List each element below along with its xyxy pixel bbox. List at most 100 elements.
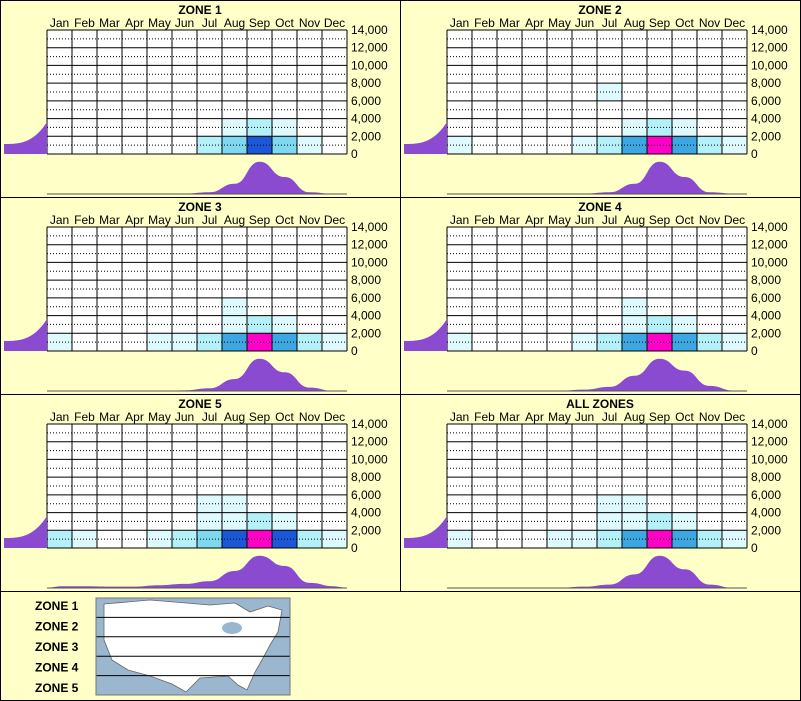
y-tick-label: 10,000 — [351, 255, 388, 269]
month-label: Jul — [602, 16, 617, 30]
month-marginal — [47, 161, 347, 194]
elevation-marginal — [404, 122, 447, 154]
panel-zone-1: ZONE 1 Jan Feb Mar Apr May Jun Jul Aug Sep Oct Nov D… — [0, 0, 401, 198]
y-tick-label: 0 — [351, 147, 358, 161]
us-map-icon — [95, 597, 291, 696]
y-tick-label: 12,000 — [351, 435, 388, 449]
heat-cell — [222, 333, 247, 351]
panel-title: ZONE 5 — [178, 397, 222, 411]
month-label: Apr — [525, 410, 544, 424]
month-label: Aug — [224, 410, 245, 424]
heat-cell — [147, 333, 172, 351]
month-label: Dec — [724, 213, 745, 227]
month-label: May — [148, 16, 171, 30]
heat-cell — [572, 530, 597, 548]
month-label: Jun — [175, 16, 194, 30]
month-label: May — [548, 410, 571, 424]
heat-cell — [622, 530, 647, 548]
panel-title: ZONE 1 — [178, 3, 222, 17]
month-label: May — [548, 16, 571, 30]
y-tick-label: 2,000 — [351, 129, 381, 143]
month-label: Sep — [249, 16, 271, 30]
heat-cell — [172, 530, 197, 548]
month-label: Jul — [602, 410, 617, 424]
heat-cell — [297, 136, 322, 154]
heat-cell — [222, 530, 247, 548]
month-label: May — [548, 213, 571, 227]
month-label: Aug — [224, 16, 245, 30]
panel-zone-4: ZONE 4 Jan Feb Mar Apr May Jun Jul Aug Sep Oct Nov D… — [400, 197, 801, 395]
month-label: Oct — [675, 213, 694, 227]
y-tick-label: 4,000 — [351, 112, 381, 126]
heat-cell — [722, 530, 747, 548]
map-border — [95, 597, 291, 696]
legend-zone-label: ZONE 5 — [35, 681, 79, 695]
month-label: Jun — [575, 16, 594, 30]
month-label: Apr — [525, 213, 544, 227]
heat-cell — [647, 118, 672, 137]
y-tick-label: 2,000 — [751, 523, 781, 537]
month-label: Aug — [624, 16, 645, 30]
panel-zone-5: ZONE 5 Jan Feb Mar Apr May Jun Jul Aug Sep Oct Nov D… — [0, 394, 401, 592]
elevation-marginal — [4, 319, 47, 351]
month-label: Oct — [275, 213, 294, 227]
month-label: Jan — [50, 410, 69, 424]
month-label: Oct — [675, 16, 694, 30]
month-label: Jan — [50, 213, 69, 227]
legend-zone-label: ZONE 2 — [35, 620, 79, 634]
month-label: Mar — [499, 410, 520, 424]
month-label: Jun — [575, 213, 594, 227]
y-tick-label: 8,000 — [751, 470, 781, 484]
month-label: Jan — [450, 213, 469, 227]
heat-cell — [697, 136, 722, 154]
y-tick-label: 8,000 — [351, 273, 381, 287]
month-label: Aug — [624, 410, 645, 424]
y-tick-label: 8,000 — [751, 76, 781, 90]
y-tick-label: 12,000 — [751, 238, 788, 252]
month-label: Jan — [450, 16, 469, 30]
legend-zone-label: ZONE 4 — [35, 661, 79, 675]
month-label: Nov — [299, 213, 320, 227]
heat-cell — [722, 136, 747, 154]
month-label: Aug — [624, 213, 645, 227]
y-tick-label: 6,000 — [351, 94, 381, 108]
y-tick-label: 6,000 — [751, 488, 781, 502]
heat-cell — [147, 530, 172, 548]
y-tick-label: 14,000 — [351, 23, 388, 37]
month-label: Jan — [450, 410, 469, 424]
y-tick-label: 12,000 — [351, 238, 388, 252]
y-tick-label: 0 — [351, 541, 358, 555]
heat-cell — [322, 530, 347, 548]
month-marginal — [447, 161, 747, 194]
y-tick-label: 14,000 — [751, 220, 788, 234]
y-tick-label: 4,000 — [351, 506, 381, 520]
month-label: Apr — [125, 410, 144, 424]
month-label: Feb — [74, 213, 95, 227]
month-marginal — [447, 555, 747, 588]
y-tick-label: 6,000 — [351, 488, 381, 502]
y-tick-label: 10,000 — [751, 58, 788, 72]
heat-cell — [647, 136, 672, 154]
heat-cell — [247, 333, 272, 351]
month-label: Apr — [125, 16, 144, 30]
panel-title: ZONE 4 — [578, 200, 622, 214]
heat-cell — [647, 333, 672, 351]
month-label: Nov — [299, 16, 320, 30]
heat-cell — [222, 118, 247, 137]
month-label: Jun — [575, 410, 594, 424]
y-tick-label: 14,000 — [751, 23, 788, 37]
elevation-marginal — [404, 319, 447, 351]
month-marginal — [447, 358, 747, 391]
heat-cell — [172, 333, 197, 351]
month-label: Sep — [649, 16, 671, 30]
month-marginal — [47, 555, 347, 588]
heat-cell — [722, 333, 747, 351]
month-label: Mar — [499, 213, 520, 227]
heat-cell — [247, 512, 272, 531]
month-label: Jan — [50, 16, 69, 30]
panel-title: ZONE 2 — [578, 3, 622, 17]
month-label: Nov — [699, 410, 720, 424]
y-tick-label: 8,000 — [751, 273, 781, 287]
month-label: Feb — [74, 410, 95, 424]
